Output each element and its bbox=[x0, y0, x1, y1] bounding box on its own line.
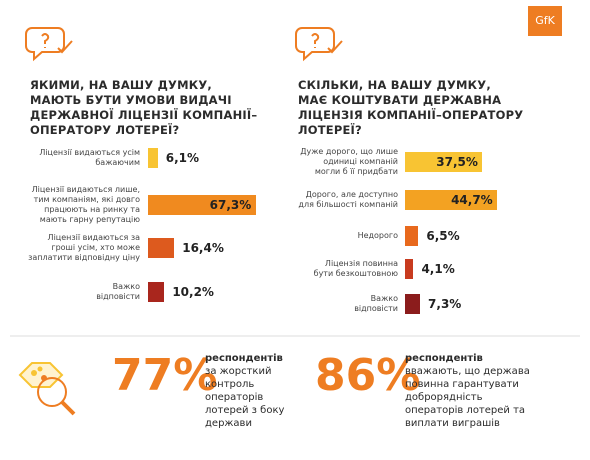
bar bbox=[148, 282, 165, 302]
icon-left bbox=[25, 27, 73, 62]
bar bbox=[148, 148, 158, 168]
bar bbox=[405, 190, 498, 210]
stat-heading: респондентів bbox=[205, 353, 283, 364]
category-label: Недорого bbox=[357, 231, 398, 240]
stat-value: 86% bbox=[315, 350, 421, 401]
value-label: 10,2% bbox=[172, 285, 214, 299]
stat-value: 77% bbox=[112, 350, 218, 401]
stat-text: вважають, що держава повинна гарантувати… bbox=[405, 366, 530, 429]
value-label: 67,3% bbox=[209, 198, 252, 212]
category-label: Ліцензія повинна бути безкоштовною bbox=[313, 259, 398, 278]
bar bbox=[405, 259, 414, 279]
value-label: 6,5% bbox=[426, 229, 460, 243]
stat-heading: респондентів bbox=[405, 353, 483, 364]
icon-right bbox=[295, 27, 343, 62]
category-label: Дорого, але доступно для більшості компа… bbox=[298, 190, 398, 209]
value-label: 16,4% bbox=[182, 241, 224, 255]
bar bbox=[148, 195, 256, 215]
value-label: 4,1% bbox=[421, 262, 455, 276]
logo-box bbox=[528, 6, 562, 36]
value-label: 6,1% bbox=[165, 151, 200, 165]
category-label: Ліцензії видаються усім бажаючим bbox=[39, 148, 140, 167]
chart-title: СКІЛЬКИ, НА ВАШУ ДУМКУ, МАЄ КОШТУВАТИ ДЕ… bbox=[298, 78, 524, 137]
category-label: Важко відповісти bbox=[96, 282, 140, 301]
lottery-icon bbox=[18, 362, 76, 416]
logo: GfK bbox=[535, 14, 555, 27]
bar bbox=[405, 226, 419, 246]
category-label: Ліцензії видаються лише, тим компаніям, … bbox=[31, 185, 140, 224]
chart-title: ЯКИМИ, НА ВАШУ ДУМКУ, МАЮТЬ БУТИ УМОВИ В… bbox=[30, 78, 258, 137]
category-label: Дуже дорого, що лише одиниці компаній мо… bbox=[300, 147, 398, 176]
value-label: 7,3% bbox=[428, 297, 462, 311]
category-label: Ліцензії видаються за гроші усім, хто мо… bbox=[28, 233, 140, 262]
stat-text: за жорсткий контроль операторів лотерей … bbox=[205, 366, 285, 429]
bar bbox=[148, 238, 175, 258]
category-label: Важко відповісти bbox=[354, 294, 398, 313]
value-label: 37,5% bbox=[436, 155, 478, 169]
value-label: 44,7% bbox=[451, 193, 493, 207]
bar bbox=[405, 152, 483, 172]
bar bbox=[405, 294, 421, 314]
